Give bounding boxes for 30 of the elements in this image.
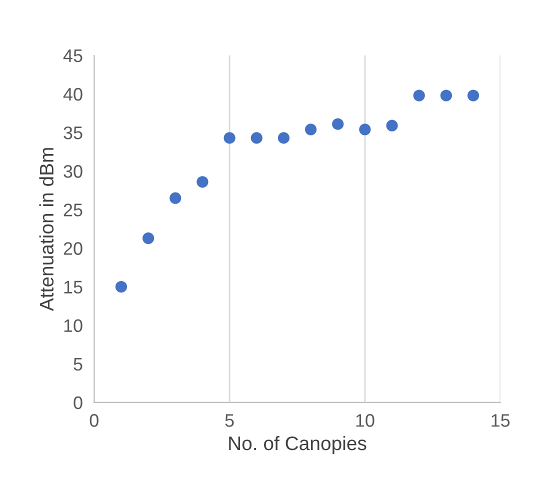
point: [386, 120, 398, 132]
y-tick-label: 0: [74, 396, 82, 410]
x-tick-label: 15: [492, 414, 510, 427]
point: [142, 232, 154, 244]
y-tick-label: 20: [64, 242, 82, 255]
point: [196, 176, 208, 188]
point: [467, 90, 480, 102]
point: [170, 192, 182, 204]
y-tick-label: 35: [64, 126, 82, 140]
point: [224, 132, 236, 144]
y-tick-label: 25: [64, 204, 82, 216]
point: [413, 90, 425, 102]
point: [250, 132, 262, 144]
x-tick-label: 0: [90, 414, 98, 427]
y-tick-label: 45: [63, 50, 82, 62]
point: [304, 124, 317, 136]
y-tick-label: 5: [74, 358, 82, 371]
y-tick-label: 30: [64, 165, 82, 178]
point: [359, 124, 371, 136]
point: [440, 90, 452, 102]
y-tick-label: 40: [63, 88, 82, 101]
point: [332, 118, 344, 130]
x-tick-label: 5: [225, 414, 234, 427]
y-axis-title: Attenuation in dBm: [39, 148, 54, 312]
point: [115, 280, 128, 293]
x-axis-title: No. of Canopies: [229, 436, 366, 454]
point: [278, 132, 290, 144]
y-tick-label: 10: [64, 319, 82, 332]
x-tick-label: 10: [356, 414, 374, 427]
y-tick-label: 15: [64, 280, 82, 294]
